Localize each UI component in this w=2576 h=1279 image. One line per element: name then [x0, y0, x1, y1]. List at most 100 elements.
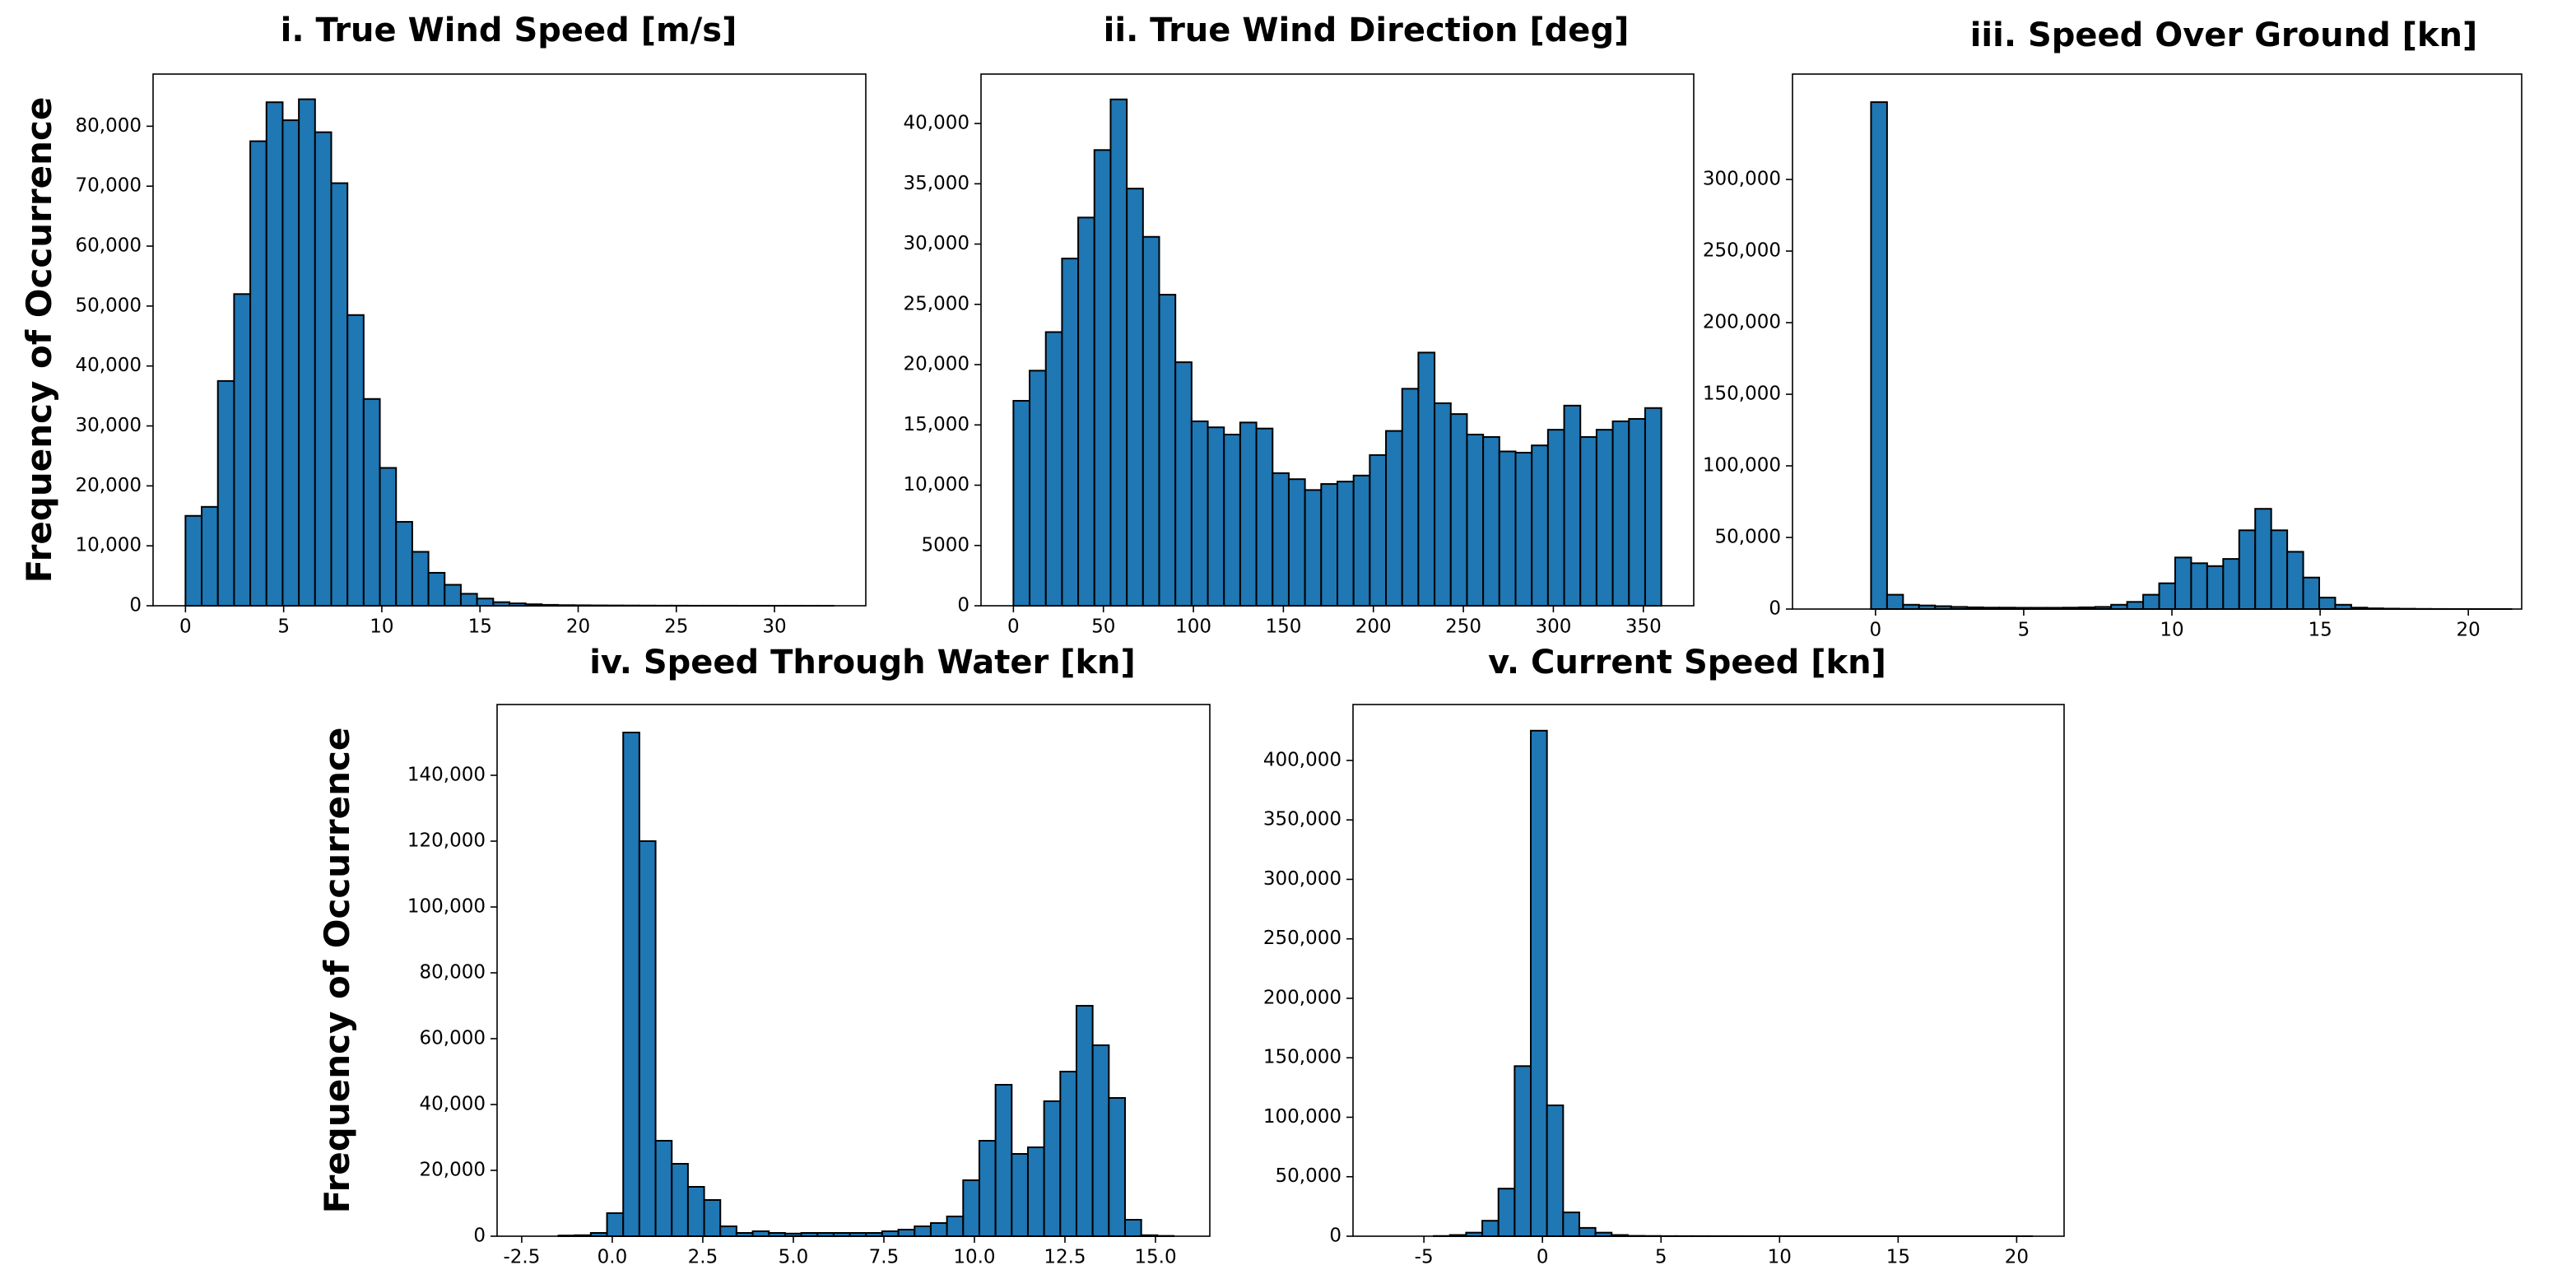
y-tick-label: 250,000	[1703, 240, 1781, 262]
bar	[265, 101, 284, 607]
bar	[1369, 453, 1388, 607]
bar	[346, 314, 365, 607]
x-tick-label: 20	[2457, 620, 2481, 641]
bar	[1108, 1097, 1126, 1237]
x-tick-label: 0	[179, 616, 192, 638]
y-tick-label: 20,000	[420, 1160, 486, 1181]
bar	[2286, 551, 2304, 611]
bar	[1109, 98, 1128, 607]
bar	[2190, 562, 2208, 611]
bar	[1498, 450, 1517, 607]
x-tick-label: 2.5	[688, 1247, 718, 1268]
bar	[1514, 1065, 1532, 1237]
x-tick-label: 5	[1655, 1247, 1667, 1268]
x-tick-label: 0	[1537, 1247, 1549, 1268]
bar	[1126, 188, 1144, 607]
bar	[1530, 729, 1548, 1237]
x-tick-label: 15	[1886, 1247, 1910, 1268]
bar	[1077, 216, 1095, 607]
x-tick-label: 5	[277, 616, 290, 638]
x-tick-label: 15	[468, 616, 492, 638]
y-tick-label: 120,000	[407, 830, 486, 852]
bar	[1497, 1188, 1516, 1237]
bar	[1434, 402, 1452, 607]
bar	[1158, 294, 1177, 607]
y-tick-label: 50,000	[76, 295, 142, 316]
x-tick-label: 5	[2018, 620, 2030, 641]
y-tick-label: 140,000	[407, 765, 486, 786]
x-tick-label: 20	[566, 616, 590, 638]
bar	[1611, 420, 1630, 607]
y-tick-label: 60,000	[420, 1028, 486, 1049]
bar	[1011, 1153, 1029, 1237]
bar	[929, 1222, 948, 1237]
chart-title: iii. Speed Over Ground [kn]	[1970, 16, 2478, 54]
bar	[606, 1212, 625, 1237]
y-tick-label: 40,000	[904, 113, 969, 134]
bar	[703, 1199, 722, 1237]
bar	[1044, 331, 1063, 607]
bar	[395, 521, 413, 607]
x-tick-label: 350	[1625, 616, 1662, 638]
y-tick-label: 60,000	[76, 235, 142, 257]
bar	[1075, 1005, 1094, 1237]
y-tick-label: 300,000	[1703, 169, 1781, 190]
bar	[2302, 576, 2321, 610]
y-tick-label: 150,000	[1703, 384, 1781, 405]
bar	[2158, 582, 2176, 611]
bar	[1255, 427, 1274, 607]
bar	[1579, 435, 1597, 607]
bar	[1207, 426, 1225, 607]
y-tick-label: 50,000	[1715, 527, 1781, 548]
bar	[1059, 1071, 1077, 1237]
bar	[1449, 413, 1468, 607]
bar	[1093, 149, 1112, 607]
y-tick-label: 80,000	[420, 962, 486, 984]
bar	[1595, 429, 1614, 607]
bar	[1417, 351, 1436, 607]
y-tick-label: 150,000	[1263, 1047, 1341, 1068]
bar	[427, 571, 446, 607]
y-tick-label: 0	[957, 595, 969, 616]
bar	[719, 1226, 737, 1237]
bar	[914, 1226, 932, 1237]
y-tick-label: 200,000	[1263, 987, 1341, 1008]
x-tick-label: 100	[1175, 616, 1211, 638]
bar	[2318, 597, 2337, 610]
bar	[330, 182, 349, 607]
bar	[1546, 429, 1565, 607]
bar	[1012, 399, 1031, 607]
bar	[2238, 529, 2257, 611]
bar	[1563, 404, 1582, 607]
x-tick-label: 10.0	[953, 1247, 995, 1268]
bar	[1352, 474, 1371, 607]
bar	[946, 1216, 965, 1237]
x-tick-label: -2.5	[503, 1247, 540, 1268]
bar	[1026, 1146, 1045, 1237]
bar	[1578, 1226, 1597, 1237]
x-tick-label: 5.0	[779, 1247, 809, 1268]
bar	[638, 840, 657, 1237]
bar	[897, 1229, 916, 1237]
bar	[1401, 388, 1420, 607]
y-tick-label: 100,000	[407, 896, 486, 918]
y-tick-label: 300,000	[1263, 868, 1341, 890]
y-tick-label: 10,000	[76, 535, 142, 556]
bar	[1466, 433, 1485, 607]
bar	[1043, 1100, 1062, 1237]
x-tick-label: 15.0	[1134, 1247, 1176, 1268]
bar	[881, 1230, 900, 1237]
x-tick-label: 25	[664, 616, 688, 638]
bar	[1190, 420, 1209, 607]
bar	[1870, 101, 1888, 610]
y-tick-label: 25,000	[904, 293, 969, 314]
bar	[362, 398, 381, 607]
bar	[2174, 556, 2192, 610]
chart-title: ii. True Wind Direction [deg]	[1104, 12, 1630, 49]
y-tick-label: 200,000	[1703, 312, 1781, 333]
y-axis-label: Frequency of Occurrence	[317, 728, 357, 1214]
x-tick-label: 20	[2005, 1247, 2029, 1268]
x-tick-label: 10	[2160, 620, 2183, 641]
y-tick-label: 0	[473, 1226, 486, 1247]
y-tick-label: 400,000	[1263, 749, 1341, 770]
